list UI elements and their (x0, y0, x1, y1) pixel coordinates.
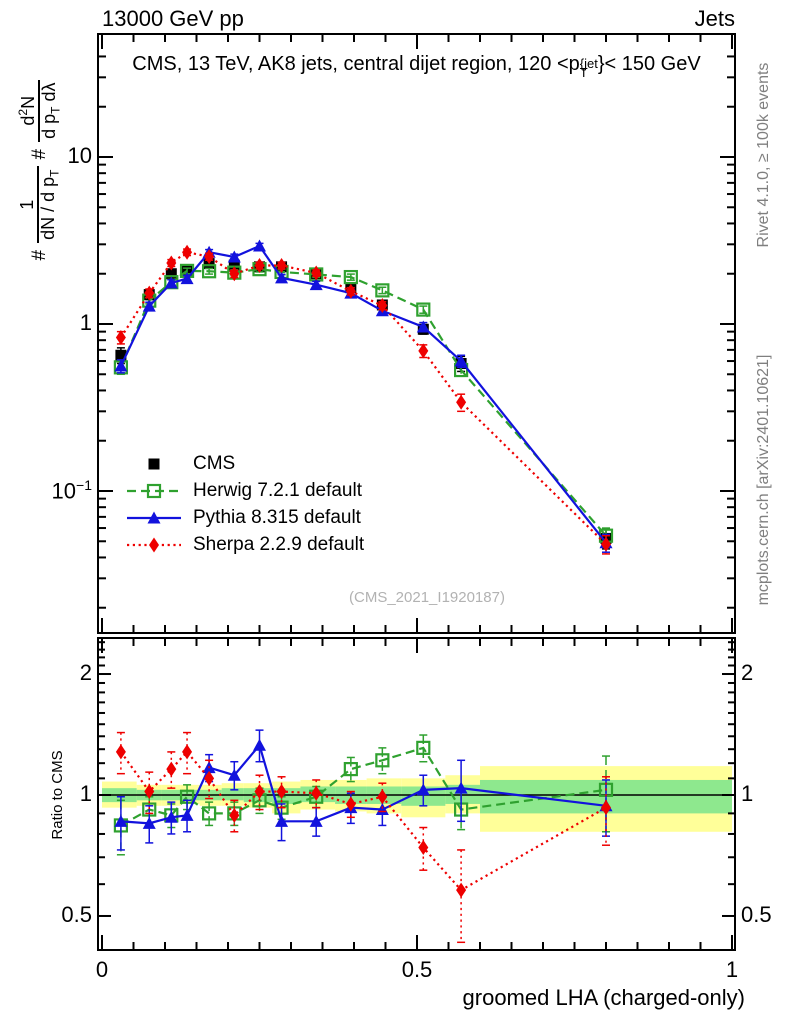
ratio-panel-frame (97, 637, 736, 951)
plot-title: CMS, 13 TeV, AK8 jets, central dijet reg… (98, 53, 735, 80)
legend-item-sherpa: Sherpa 2.2.9 default (126, 531, 364, 558)
plot-title-suffix: }< 150 GeV (597, 53, 701, 75)
ratio-tick-left-2: 2 (79, 660, 92, 685)
x-tick-label-0: 0 (95, 957, 109, 982)
mcplots-reference-note: mcplots.cern.ch [arXiv:2401.10621] (755, 354, 772, 606)
fraction-d2n: d2N d pT dλ (16, 79, 63, 142)
panel-frames (97, 33, 736, 951)
rivet-version-note: Rivet 4.1.0, ≥ 100k events (755, 62, 772, 248)
legend-marker-sherpa-icon (127, 537, 181, 552)
plot-title-text: CMS, 13 TeV, AK8 jets, central dijet reg… (132, 53, 580, 75)
legend-label-cms: CMS (193, 452, 236, 474)
analysis-id-watermark: (CMS_2021_I1920187) (349, 589, 505, 606)
beam-energy-label: 13000 GeV pp (102, 6, 244, 31)
legend-marker-cms-icon (148, 458, 160, 469)
pt-subscript: T (579, 65, 588, 80)
y-tick-label-0p1: 10−1 (51, 477, 92, 504)
y-tick-label-1: 1 (79, 310, 92, 335)
ratio-tick-right-2: 2 (741, 660, 754, 685)
ratio-tick-left-0p5: 0.5 (61, 902, 92, 927)
legend-marker-herwig-icon (127, 483, 181, 498)
y-tick-label-10: 10 (67, 143, 92, 168)
legend-item-cms: CMS (126, 450, 364, 477)
hash-symbol: # (29, 249, 50, 261)
process-label: Jets (694, 6, 735, 31)
ratio-tick-right-0p5: 0.5 (741, 902, 772, 927)
series-sherpa (115, 244, 611, 555)
ratio-series-sherpa (115, 731, 611, 944)
legend: CMS Herwig 7.2.1 default Pythia 8.315 defa… (126, 450, 364, 558)
legend-label-pythia: Pythia 8.315 default (193, 506, 361, 528)
x-axis-title: groomed LHA (charged-only) (462, 985, 745, 1010)
ratio-axis-title: Ratio to CMS (49, 750, 66, 840)
pt-superscript: {jet (579, 56, 598, 71)
legend-marker-pythia-icon (127, 511, 181, 523)
ratio-tick-left-1: 1 (79, 781, 92, 806)
fraction-1-over-dndpt: 1 dN / d pT (17, 166, 62, 243)
legend-item-pythia: Pythia 8.315 default (126, 504, 364, 531)
axis-ticks (98, 34, 735, 950)
legend-item-herwig: Herwig 7.2.1 default (126, 477, 364, 504)
y-axis-title: # 1 dN / d pT # d2N d pT dλ (16, 34, 64, 306)
legend-label-herwig: Herwig 7.2.1 default (193, 479, 362, 501)
series-pythia (114, 239, 613, 553)
main-panel-frame (97, 33, 736, 634)
x-tick-label-1: 1 (725, 957, 739, 982)
legend-label-sherpa: Sherpa 2.2.9 default (193, 533, 365, 555)
pt-jet-stack: {jet T (579, 56, 598, 80)
ratio-tick-right-1: 1 (741, 781, 754, 806)
x-tick-label-0p5: 0.5 (401, 957, 433, 982)
